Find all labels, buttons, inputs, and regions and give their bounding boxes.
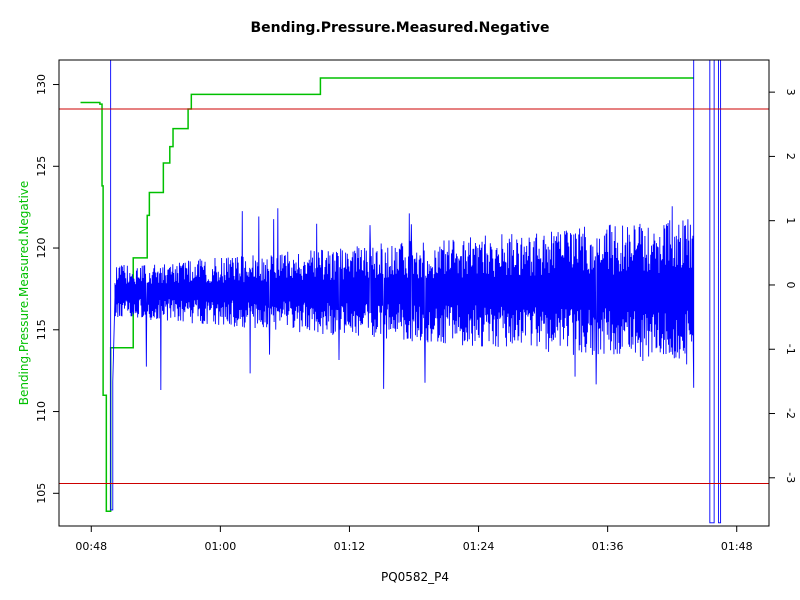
series-line-blue xyxy=(80,60,769,524)
y-axis-label: Bending.Pressure.Measured.Negative xyxy=(17,180,31,406)
x-tick-label: 01:36 xyxy=(592,540,624,553)
series-layer xyxy=(80,60,769,524)
x-tick-label: 01:00 xyxy=(205,540,237,553)
y-tick-label: 125 xyxy=(35,156,48,177)
y2-tick-label: 3 xyxy=(784,89,797,96)
y2-tick-label: -1 xyxy=(784,344,797,355)
x-axis-label: PQ0582_P4 xyxy=(380,570,450,584)
x-tick-label: 00:48 xyxy=(75,540,107,553)
plot-frame xyxy=(58,59,770,527)
y2-tick-label: 2 xyxy=(784,153,797,160)
y-tick-label: 105 xyxy=(35,483,48,504)
y-tick-label: 130 xyxy=(35,74,48,95)
y-tick-label: 115 xyxy=(35,319,48,340)
y-axis-left: 105 110 115 120 125 130 xyxy=(35,74,59,504)
reference-lines xyxy=(59,108,769,484)
x-axis: 00:48 01:00 01:12 01:24 01:36 01:48 xyxy=(75,526,753,553)
y2-tick-label: 0 xyxy=(784,281,797,288)
chart-title: Bending.Pressure.Measured.Negative xyxy=(250,20,550,36)
x-tick-label: 01:12 xyxy=(334,540,366,553)
y2-tick-label: -2 xyxy=(784,408,797,419)
y2-tick-label: 1 xyxy=(784,217,797,224)
y-tick-label: 120 xyxy=(35,238,48,259)
y-tick-label: 110 xyxy=(35,401,48,422)
x-tick-label: 01:24 xyxy=(463,540,495,553)
x-tick-label: 01:48 xyxy=(721,540,753,553)
y-axis-right: -3 -2 -1 0 1 2 3 xyxy=(769,89,797,483)
y2-tick-label: -3 xyxy=(784,472,797,483)
